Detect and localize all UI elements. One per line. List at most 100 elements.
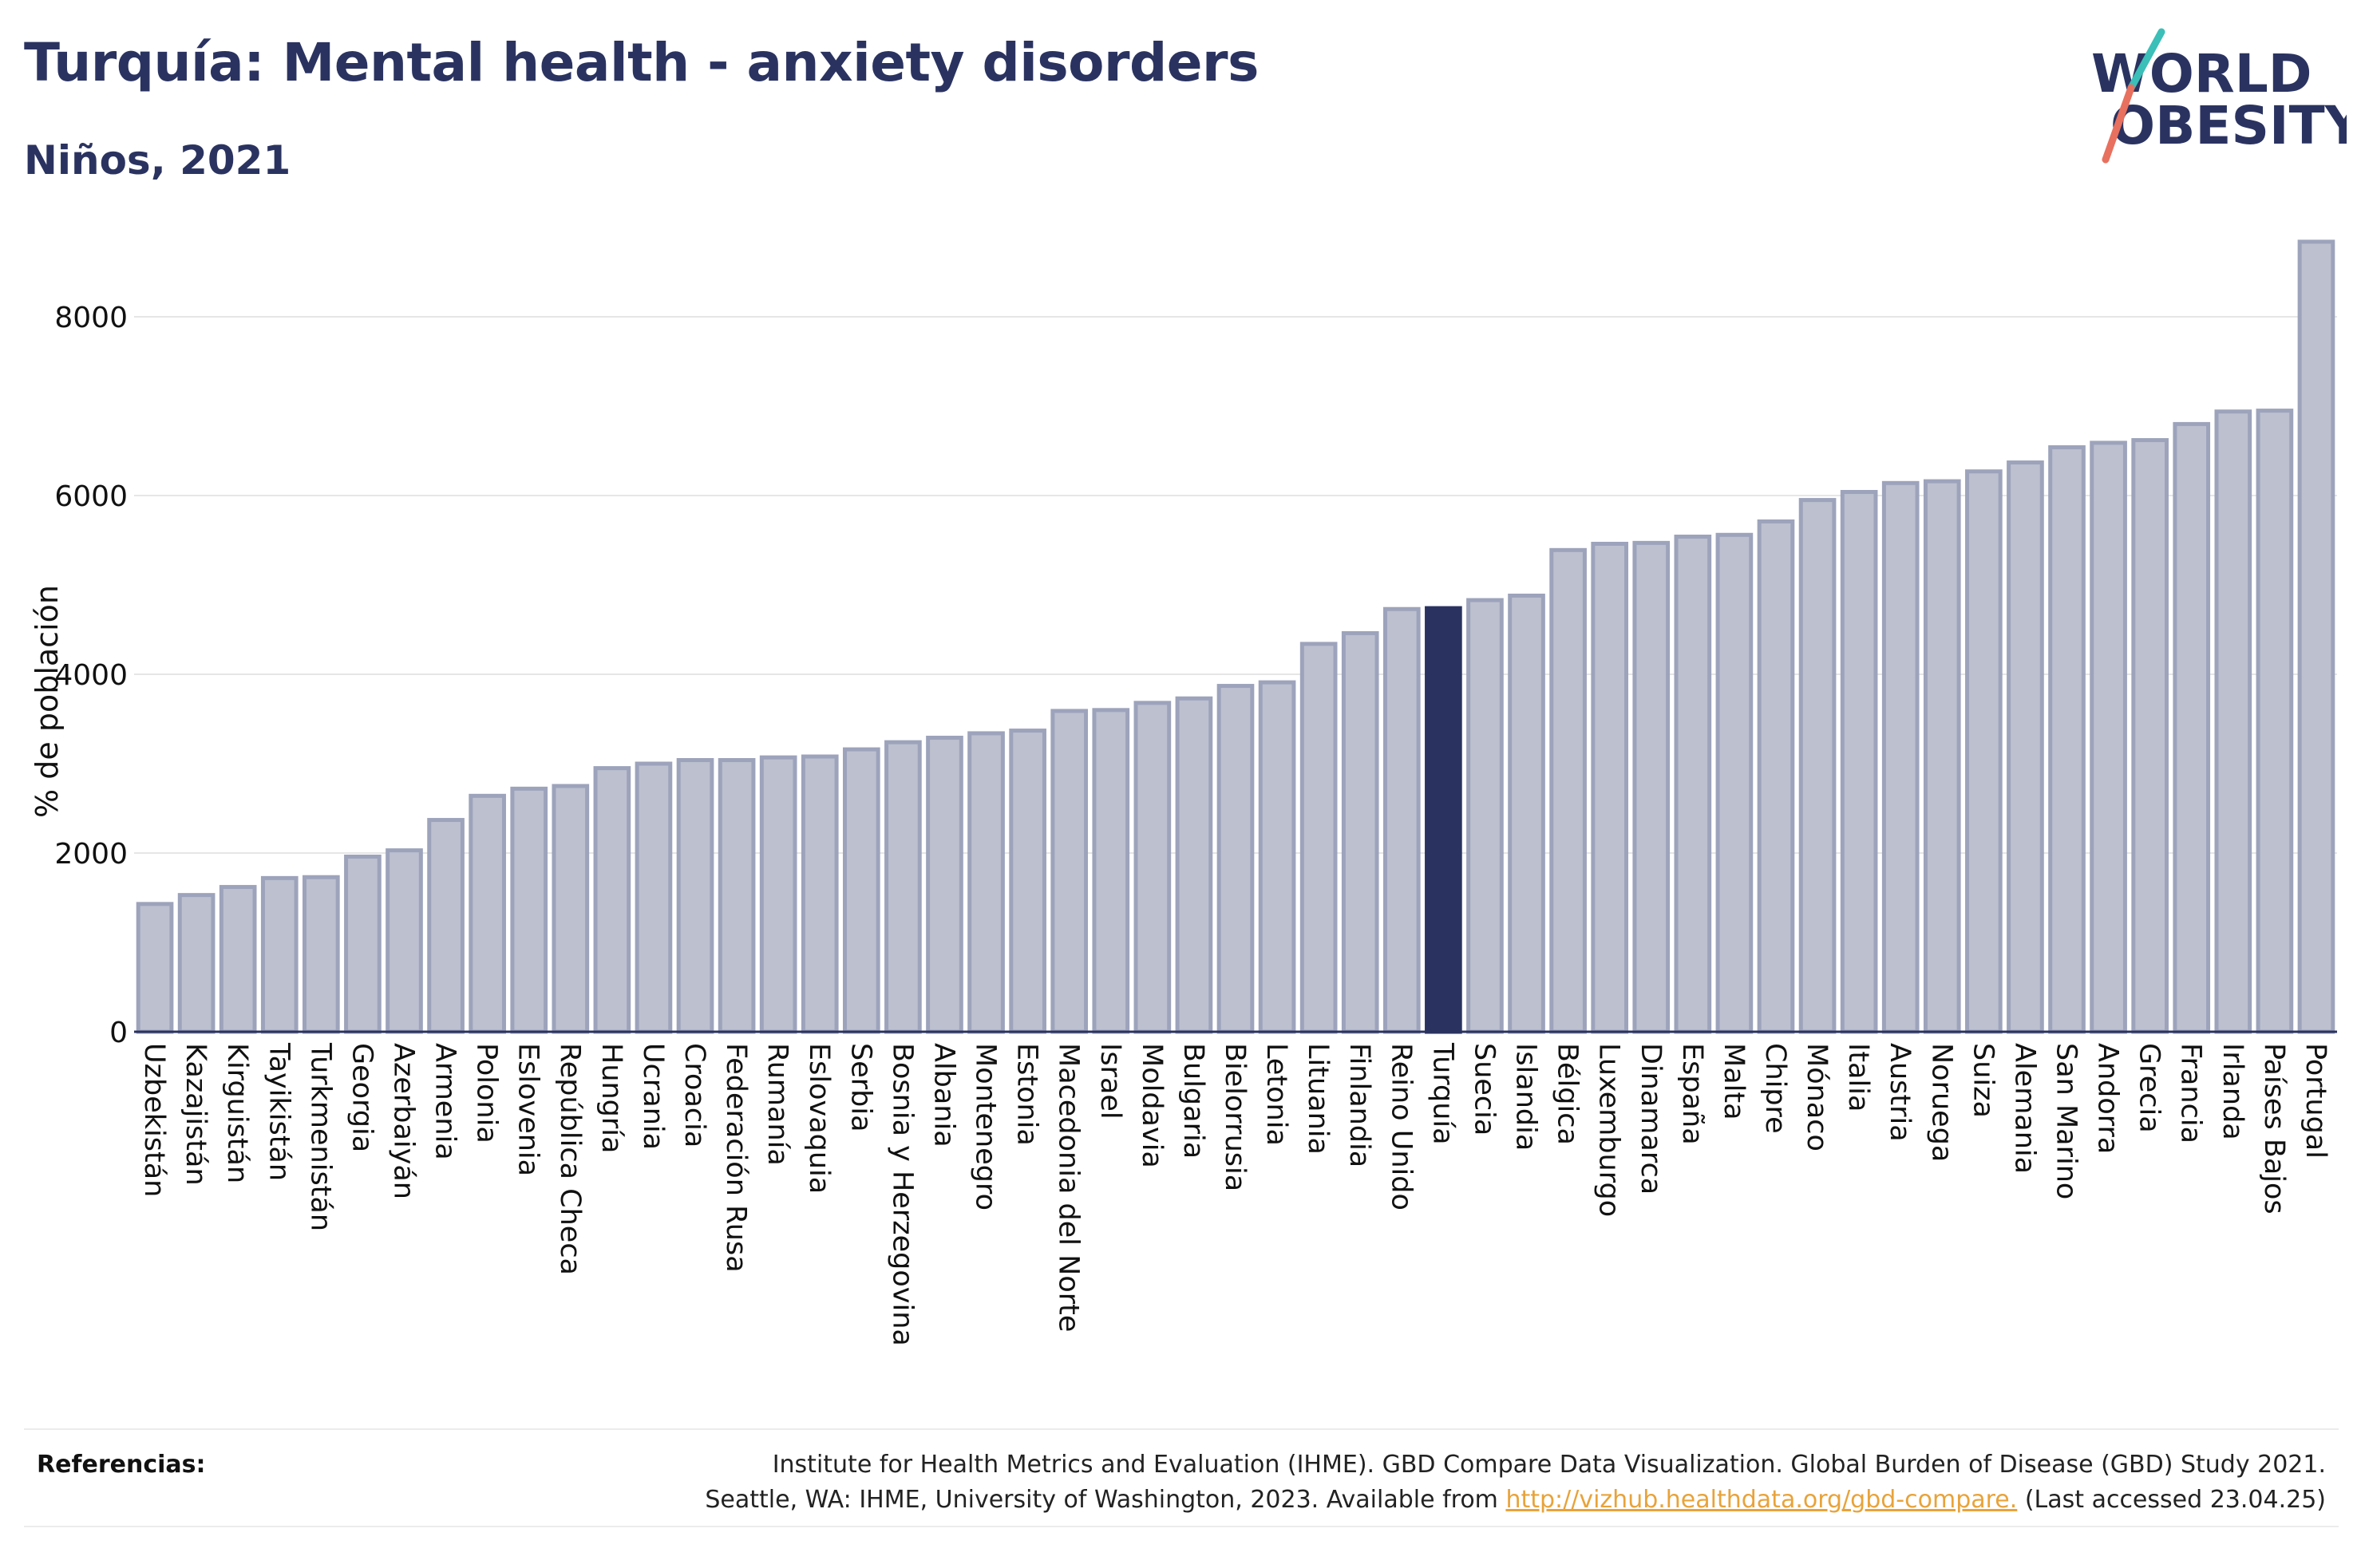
bar-grecia (2131, 438, 2169, 1034)
bar-eslovenia (510, 786, 548, 1034)
bar-españa (1674, 535, 1712, 1034)
x-tick-label: Croacia (678, 1043, 710, 1147)
bar-portugal (2297, 239, 2335, 1034)
bar-federación-rusa (718, 758, 756, 1034)
y-axis-label: % de población (30, 585, 65, 818)
y-tick-label: 4000 (54, 659, 128, 692)
bar-serbia (842, 747, 880, 1034)
x-tick-label: Armenia (429, 1043, 461, 1160)
bar-dinamarca (1632, 540, 1671, 1034)
bar-irlanda (2214, 409, 2252, 1034)
bar-reino-unido (1382, 606, 1421, 1034)
bar-macedonia-del-norte (1050, 709, 1089, 1034)
bar-montenegro (967, 731, 1005, 1034)
bar-azerbaiyán (386, 848, 423, 1034)
x-tick-label: Chipre (1759, 1043, 1791, 1134)
bar-países-bajos (2256, 409, 2294, 1034)
x-tick-label: Estonia (1011, 1043, 1043, 1146)
bar-chipre (1757, 519, 1795, 1034)
x-tick-label: Islandia (1510, 1043, 1542, 1151)
x-tick-label: Macedonia del Norte (1053, 1043, 1085, 1332)
x-tick-label: Suecia (1468, 1043, 1500, 1136)
x-tick-label: Bielorrusia (1219, 1043, 1251, 1191)
x-tick-label: Kirguistán (221, 1043, 253, 1183)
x-tick-label: Kazajistán (180, 1043, 212, 1186)
x-tick-label: Turquía (1426, 1042, 1458, 1145)
bar-bielorrusia (1216, 684, 1255, 1034)
bar-polonia (469, 793, 506, 1034)
x-tick-label: Irlanda (2217, 1043, 2248, 1140)
tick-labels: 0 2000 4000 6000 8000 % de población Uzbekistá… (30, 302, 2331, 1346)
logo-slash-teal (2127, 28, 2165, 92)
x-tick-label: Bélgica (1552, 1043, 1584, 1145)
x-tick-label: Bosnia y Herzegovina (886, 1043, 918, 1346)
y-tick-label: 6000 (54, 480, 128, 513)
bar-finlandia (1341, 630, 1379, 1034)
bar-bosnia-y-herzegovina (884, 740, 922, 1034)
bar-kirguistán (219, 885, 257, 1034)
x-tick-label: Luxemburgo (1593, 1043, 1625, 1217)
bar-noruega (1923, 479, 1961, 1034)
x-tick-label: Hungría (595, 1043, 627, 1153)
chart-title: Turquía: Mental health - anxiety disorde… (24, 32, 1259, 93)
x-tick-label: Lituania (1302, 1043, 1334, 1155)
x-tick-label: España (1676, 1043, 1708, 1145)
bar-bulgaria (1175, 696, 1213, 1034)
reference-line-2-prefix: Seattle, WA: IHME, University of Washing… (705, 1486, 1506, 1514)
x-tick-label: Federación Rusa (720, 1043, 752, 1273)
reference-line-2: Seattle, WA: IHME, University of Washing… (705, 1486, 2326, 1514)
x-tick-label: Bulgaria (1177, 1043, 1209, 1159)
x-tick-label: Serbia (844, 1043, 876, 1132)
x-tick-label: Francia (2175, 1043, 2207, 1143)
references-label: Referencias: (37, 1451, 206, 1479)
x-tick-label: Noruega (1925, 1043, 1957, 1162)
bar-estonia (1009, 729, 1046, 1034)
reference-line-2-suffix: (Last accessed 23.04.25) (2017, 1486, 2326, 1514)
bar-bélgica (1549, 547, 1587, 1034)
bar-suiza (1965, 469, 2003, 1034)
bar-lituania (1299, 642, 1338, 1034)
bar-francia (2173, 421, 2211, 1034)
x-tick-label: Ucrania (637, 1043, 669, 1150)
bar-ucrania (635, 761, 673, 1034)
x-tick-label: Italia (1842, 1043, 1874, 1112)
bar-mónaco (1798, 498, 1837, 1034)
bar-chart: 0 2000 4000 6000 8000 % de población Uzbekistá… (30, 239, 2337, 1346)
x-tick-label: Grecia (2134, 1043, 2165, 1133)
bar-croacia (676, 758, 714, 1034)
x-tick-label: Eslovenia (512, 1043, 544, 1176)
reference-link[interactable]: http://vizhub.healthdata.org/gbd-compare… (1505, 1486, 2018, 1514)
bars (136, 239, 2335, 1034)
x-tick-label: Países Bajos (2258, 1043, 2290, 1215)
bar-tayikistán (260, 875, 299, 1034)
y-tick-label: 8000 (54, 302, 128, 334)
x-tick-label: Turkmenistán (304, 1042, 336, 1231)
bar-georgia (344, 854, 382, 1034)
reference-line-1: Institute for Health Metrics and Evaluat… (772, 1451, 2326, 1479)
x-tick-label: Moldavia (1136, 1043, 1168, 1168)
x-tick-label: Suiza (1967, 1043, 1999, 1118)
x-tick-label: Georgia (346, 1043, 378, 1152)
bar-hungría (593, 766, 631, 1034)
bar-israel (1092, 708, 1130, 1034)
x-tick-label: Alemania (2008, 1043, 2040, 1174)
bar-luxemburgo (1591, 541, 1629, 1034)
chart-subtitle: Niños, 2021 (24, 137, 291, 184)
x-tick-label: Andorra (2092, 1043, 2124, 1154)
bar-albania (926, 736, 963, 1034)
bar-malta (1715, 532, 1754, 1034)
bar-turquía (1425, 606, 1462, 1034)
bar-islandia (1508, 593, 1545, 1034)
x-tick-label: Malta (1718, 1043, 1750, 1120)
bar-suecia (1466, 598, 1504, 1034)
x-tick-label: Montenegro (970, 1043, 1002, 1211)
bar-san-marino (2048, 445, 2086, 1034)
x-tick-label: Uzbekistán (138, 1043, 170, 1197)
x-tick-label: Portugal (2300, 1043, 2331, 1159)
x-tick-label: Albania (927, 1043, 959, 1147)
x-tick-label: Reino Unido (1385, 1043, 1417, 1211)
bar-kazajistán (177, 893, 216, 1034)
bar-uzbekistán (136, 902, 174, 1034)
bar-moldavia (1133, 701, 1172, 1034)
x-tick-label: Dinamarca (1635, 1043, 1667, 1195)
